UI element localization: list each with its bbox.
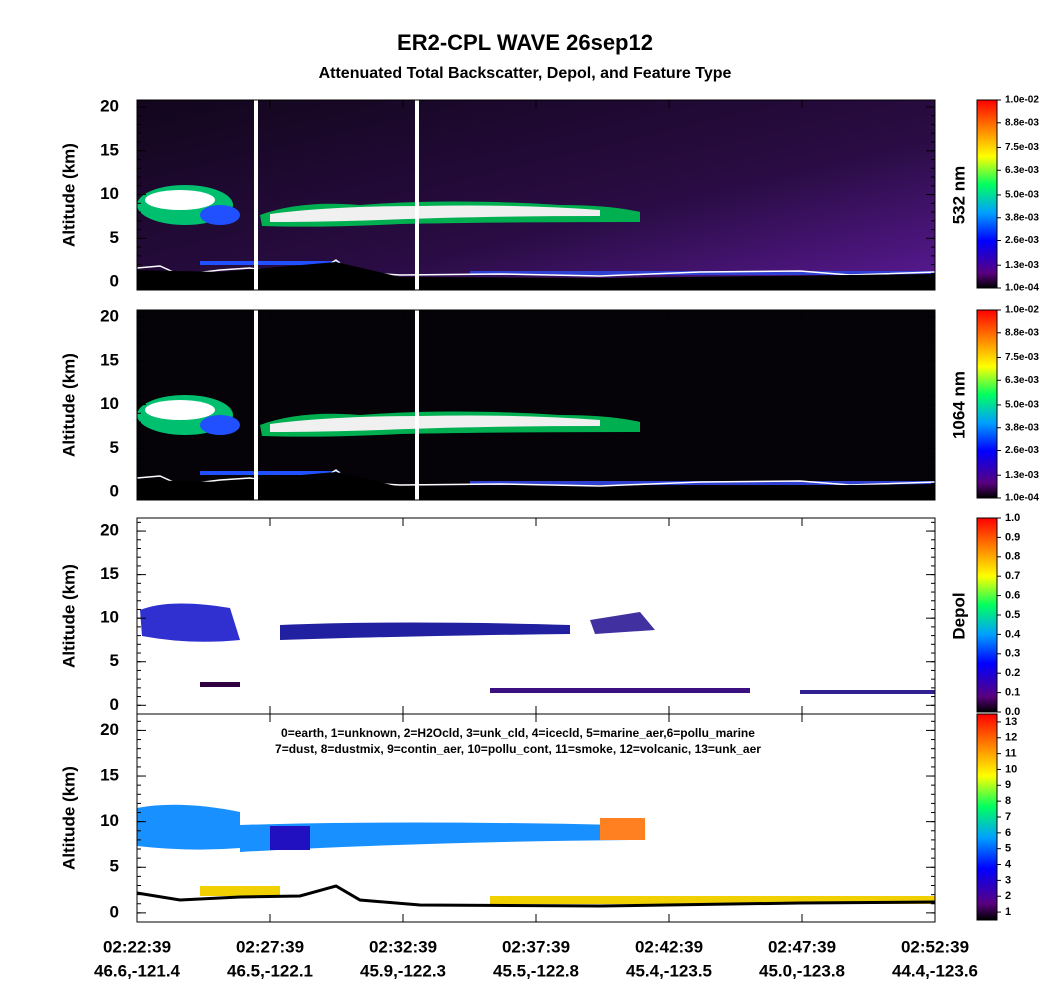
- x-tick-location: 45.5,-122.8: [493, 961, 579, 980]
- y-tick-label: 20: [100, 521, 119, 540]
- y-tick-label: 0: [110, 695, 119, 714]
- colorbar-tick-label: 0.3: [1005, 648, 1020, 660]
- colorbar-tick-label: 0.9: [1005, 531, 1020, 543]
- y-axis-label: Altitude (km): [59, 766, 78, 870]
- colorbar-tick-label: 5.0e-03: [1005, 400, 1039, 411]
- y-tick-label: 15: [100, 564, 119, 583]
- x-tick-label: 02:37:39: [502, 937, 570, 956]
- x-tick-location: 46.5,-122.1: [227, 961, 313, 980]
- y-tick-label: 20: [100, 306, 119, 325]
- colorbar-label: 1064 nm: [949, 371, 968, 439]
- y-tick-label: 15: [100, 766, 119, 785]
- y-tick-label: 15: [100, 350, 119, 369]
- colorbar-tick-label: 3: [1005, 874, 1011, 886]
- colorbar-tick-label: 7.5e-03: [1005, 142, 1039, 153]
- y-tick-label: 5: [110, 651, 119, 670]
- colorbar-tick-label: 0.7: [1005, 570, 1020, 582]
- x-tick-label: 02:27:39: [236, 937, 304, 956]
- plot-frame: [136, 517, 936, 715]
- x-tick-label: 02:47:39: [768, 937, 836, 956]
- colorbar-tick-label: 1.0e-04: [1005, 283, 1039, 294]
- legend-text: 0=earth, 1=unknown, 2=H2Ocld, 3=unk_cld,…: [281, 726, 755, 740]
- colorbar-tick-label: 13: [1005, 716, 1017, 728]
- colorbar-tick-label: 9: [1005, 779, 1011, 791]
- colorbar-tick-label: 1.0: [1005, 512, 1020, 524]
- subtitle: Attenuated Total Backscatter, Depol, and…: [319, 65, 732, 82]
- colorbar-tick-label: 1.0e-02: [1005, 305, 1039, 316]
- y-axis-label: Altitude (km): [59, 353, 78, 457]
- colorbar-tick-label: 3.8e-03: [1005, 422, 1039, 433]
- colorbar-tick-label: 6: [1005, 827, 1011, 839]
- x-tick-label: 02:42:39: [635, 937, 703, 956]
- y-tick-label: 10: [100, 811, 119, 830]
- colorbar-tick-label: 11: [1005, 748, 1017, 760]
- y-tick-label: 0: [110, 482, 119, 501]
- colorbar-tick-label: 7.5e-03: [1005, 352, 1039, 363]
- colorbar-tick-label: 0.4: [1005, 628, 1021, 640]
- colorbar-tick-label: 2.6e-03: [1005, 235, 1039, 246]
- legend-text: 7=dust, 8=dustmix, 9=contin_aer, 10=poll…: [275, 742, 761, 756]
- y-axis-label: Altitude (km): [59, 564, 78, 668]
- colorbar-tick-label: 10: [1005, 763, 1017, 775]
- colorbar: [976, 99, 998, 289]
- y-tick-label: 0: [110, 902, 119, 921]
- colorbar-tick-label: 4: [1005, 858, 1012, 870]
- y-tick-label: 20: [100, 720, 119, 739]
- colorbar-tick-label: 12: [1005, 732, 1017, 744]
- x-tick-label: 02:22:39: [103, 937, 171, 956]
- y-tick-label: 10: [100, 608, 119, 627]
- colorbar-tick-label: 0.6: [1005, 590, 1020, 602]
- colorbar-label: Depol: [949, 592, 968, 639]
- x-tick-location: 44.4,-123.6: [892, 961, 978, 980]
- colorbar-tick-label: 1.3e-03: [1005, 470, 1039, 481]
- curtain-feature: [136, 804, 936, 908]
- x-tick-location: 45.4,-123.5: [626, 961, 712, 980]
- curtain-532: [137, 100, 935, 290]
- colorbar-tick-label: 0.0: [1005, 706, 1020, 718]
- colorbar-tick-label: 8.8e-03: [1005, 117, 1039, 128]
- colorbar-tick-label: 6.3e-03: [1005, 165, 1039, 176]
- x-tick-location: 46.6,-121.4: [94, 961, 181, 980]
- y-tick-label: 15: [100, 140, 119, 159]
- y-axis-label: Altitude (km): [59, 143, 78, 247]
- title: ER2-CPL WAVE 26sep12: [397, 30, 653, 55]
- y-tick-label: 10: [100, 184, 119, 203]
- colorbar-tick-label: 1: [1005, 906, 1011, 918]
- colorbar: [976, 713, 998, 921]
- colorbar: [976, 517, 998, 713]
- y-tick-label: 5: [110, 438, 119, 457]
- colorbar-tick-label: 0.8: [1005, 551, 1020, 563]
- curtain-1064: [137, 310, 935, 500]
- colorbar-tick-label: 2: [1005, 890, 1011, 902]
- colorbar-tick-label: 0.2: [1005, 667, 1020, 679]
- colorbar-tick-label: 8.8e-03: [1005, 327, 1039, 338]
- colorbar-tick-label: 0.1: [1005, 687, 1020, 699]
- x-tick-location: 45.0,-123.8: [759, 961, 845, 980]
- colorbar-tick-label: 2.6e-03: [1005, 445, 1039, 456]
- colorbar-tick-label: 8: [1005, 795, 1011, 807]
- y-tick-label: 5: [110, 857, 119, 876]
- colorbar-tick-label: 1.3e-03: [1005, 260, 1039, 271]
- x-tick-location: 45.9,-122.3: [360, 961, 446, 980]
- colorbar-tick-label: 5: [1005, 843, 1011, 855]
- y-tick-label: 20: [100, 96, 119, 115]
- y-tick-label: 0: [110, 272, 119, 291]
- colorbar-tick-label: 3.8e-03: [1005, 212, 1039, 223]
- colorbar-tick-label: 0.5: [1005, 609, 1020, 621]
- colorbar-tick-label: 5.0e-03: [1005, 190, 1039, 201]
- curtain-depol: [140, 603, 935, 694]
- x-tick-label: 02:52:39: [901, 937, 969, 956]
- colorbar-label: 532 nm: [949, 166, 968, 225]
- y-tick-label: 10: [100, 394, 119, 413]
- colorbar-tick-label: 1.0e-04: [1005, 493, 1039, 504]
- x-tick-label: 02:32:39: [369, 937, 437, 956]
- y-tick-label: 5: [110, 228, 119, 247]
- colorbar: [976, 309, 998, 499]
- colorbar-tick-label: 1.0e-02: [1005, 95, 1039, 106]
- colorbar-tick-label: 7: [1005, 811, 1011, 823]
- colorbar-tick-label: 6.3e-03: [1005, 375, 1039, 386]
